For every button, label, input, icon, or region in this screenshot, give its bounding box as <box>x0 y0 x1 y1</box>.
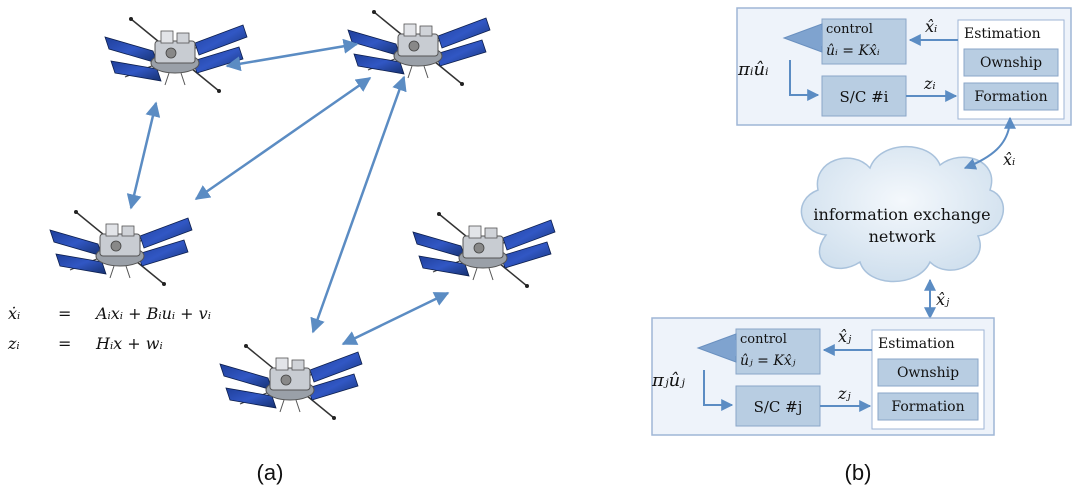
link-4-5-arrow <box>341 291 450 346</box>
ownship-i-box <box>963 48 1059 77</box>
satellite-3-icon <box>49 209 193 287</box>
equation-2-rhs: Hᵢx + wᵢ <box>95 334 163 353</box>
control-j-box <box>735 328 821 375</box>
formation-j-label: Formation <box>891 399 964 415</box>
formation-j-box <box>877 392 979 421</box>
satellite-1-icon <box>104 16 248 94</box>
control-i-law: ûᵢ = Kx̂ᵢ <box>826 43 880 59</box>
control-i-title: control <box>826 22 873 37</box>
link-j-label: x̂ⱼ <box>936 290 950 309</box>
equation-1-equals: = <box>58 304 71 323</box>
spacecraft-i-block: control ûᵢ = Kx̂ᵢ S/C #i πᵢûᵢ Estimation… <box>736 7 1072 126</box>
link-i-network-arrow <box>963 116 1016 170</box>
ownship-j-label: Ownship <box>897 365 959 381</box>
network-line-1: information exchange <box>813 205 990 224</box>
spacecraft-i-box <box>821 75 907 117</box>
caption-a: (a) <box>257 460 284 485</box>
network-cloud: information exchange network <box>800 145 1005 283</box>
estimate-i-label: x̂ᵢ <box>925 17 937 36</box>
estimate-j-label: x̂ⱼ <box>838 327 852 346</box>
ownship-j-box <box>877 358 979 387</box>
measurement-i-label: zᵢ <box>923 74 936 93</box>
link-2-5-arrow <box>310 75 407 334</box>
estimation-i-title: Estimation <box>964 26 1041 42</box>
control-i-output-shaft <box>808 30 822 46</box>
equation-2-lhs: zᵢ <box>7 334 20 353</box>
spacecraft-j-label: S/C #j <box>754 398 803 416</box>
dynamics-equations: ẋᵢ = Aᵢxᵢ + Bᵢuᵢ + vᵢ zᵢ = Hᵢx + wᵢ <box>7 304 211 353</box>
input-j-label: πⱼûⱼ <box>651 370 685 391</box>
link-2-3-arrow <box>194 76 372 201</box>
control-j-law: ûⱼ = Kx̂ⱼ <box>740 353 796 369</box>
measurement-j-label: zⱼ <box>837 384 851 403</box>
link-i-label: x̂ᵢ <box>1003 150 1015 169</box>
spacecraft-i-label: S/C #i <box>840 88 889 106</box>
cloud-shape <box>800 145 1005 283</box>
input-j-arrow <box>703 370 734 411</box>
ownship-i-label: Ownship <box>980 55 1042 71</box>
equation-1-lhs: ẋᵢ <box>8 304 20 323</box>
satellite-5-icon <box>219 343 363 421</box>
panel-a: ẋᵢ = Aᵢxᵢ + Bᵢuᵢ + vᵢ zᵢ = Hᵢx + wᵢ (a) <box>7 9 556 485</box>
link-1-2-arrow <box>225 38 359 72</box>
formation-i-box <box>963 82 1059 111</box>
input-i-arrow <box>789 60 820 101</box>
satellite-2-icon <box>347 9 491 87</box>
control-i-box <box>821 18 907 65</box>
equation-2-equals: = <box>58 334 71 353</box>
estimation-j-title: Estimation <box>878 336 955 352</box>
control-j-title: control <box>740 332 787 347</box>
formation-i-label: Formation <box>974 89 1047 105</box>
control-j-output-shaft <box>722 340 736 356</box>
satellite-4-icon <box>412 211 556 289</box>
panel-b: control ûᵢ = Kx̂ᵢ S/C #i πᵢûᵢ Estimation… <box>651 7 1072 485</box>
link-1-3-arrow <box>126 101 161 210</box>
equation-1-rhs: Aᵢxᵢ + Bᵢuᵢ + vᵢ <box>94 304 211 323</box>
spacecraft-j-block: control ûⱼ = Kx̂ⱼ S/C #j πⱼûⱼ Estimation… <box>651 317 995 436</box>
network-line-2: network <box>869 227 936 246</box>
input-i-label: πᵢûᵢ <box>737 59 769 80</box>
caption-b: (b) <box>845 460 872 485</box>
spacecraft-j-box <box>735 385 821 427</box>
